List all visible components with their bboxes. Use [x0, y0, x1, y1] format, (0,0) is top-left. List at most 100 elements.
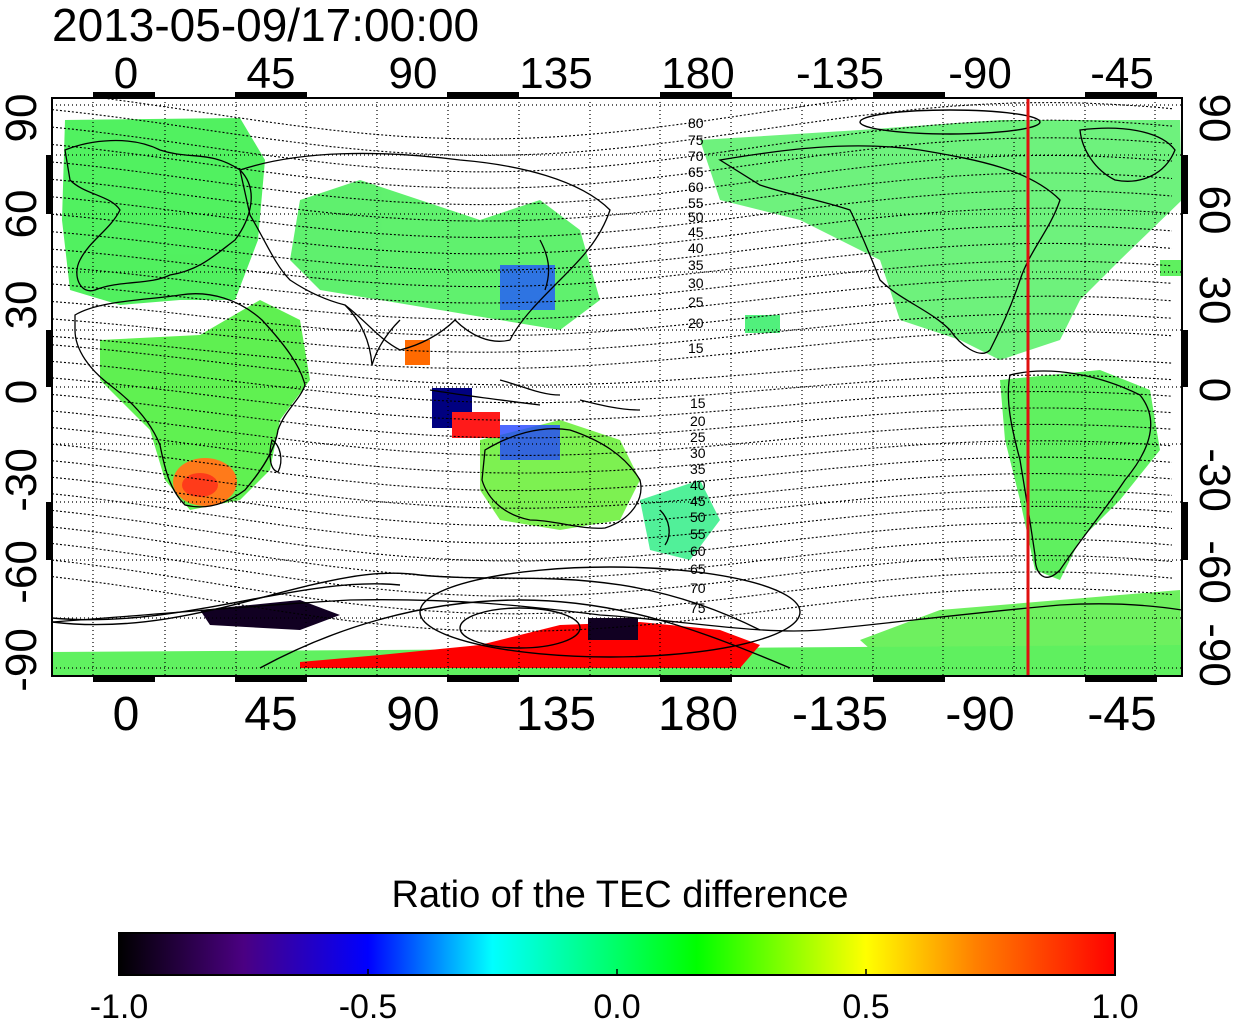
left-axis: 90 60 30 0 -30 -60 -90 — [0, 94, 46, 692]
top-axis-label: 45 — [247, 49, 296, 98]
coast-south-america — [1007, 370, 1152, 578]
bottom-axis-label: 0 — [113, 688, 140, 741]
tec-patch-hawaii — [745, 315, 780, 333]
colorbar-gradient — [118, 932, 1116, 976]
contour-labels-south: 15 20 25 30 35 40 45 50 55 60 65 70 75 — [690, 395, 706, 616]
left-axis-label: -60 — [0, 540, 46, 604]
contour-line — [52, 410, 1173, 456]
bottom-axis-label: 135 — [516, 688, 596, 741]
contour-label: 20 — [688, 315, 704, 331]
left-axis-label: 60 — [0, 190, 46, 239]
top-axis-label: -45 — [1090, 49, 1154, 98]
colorbar-ticks — [367, 969, 867, 975]
contour-line — [52, 460, 1173, 509]
contour-line — [52, 242, 1173, 288]
contour-line — [52, 190, 1173, 238]
top-axis-label: 90 — [389, 49, 438, 98]
contour-label: 70 — [690, 580, 706, 596]
map-title: 2013-05-09/17:00:00 — [52, 0, 480, 51]
coast-africa — [74, 293, 306, 508]
top-axis-label: 0 — [114, 49, 138, 98]
coast-madagascar — [269, 438, 282, 473]
tick-bars — [46, 92, 1188, 682]
contour-label: 60 — [688, 179, 704, 195]
tec-anomaly-indonesia-red — [452, 412, 500, 438]
tec-patch-atlantic — [1160, 260, 1182, 276]
right-axis-label: -60 — [1190, 540, 1239, 604]
magnetic-contours-solid — [52, 109, 1041, 669]
bottom-axis: 0 45 90 135 180 -135 -90 -45 — [113, 688, 1157, 741]
contour-label: 45 — [690, 493, 706, 509]
coast-antarctica — [52, 599, 1182, 632]
contour-label: 55 — [690, 526, 706, 542]
colorbar-tick-label: -1.0 — [90, 988, 149, 1024]
graticule — [52, 98, 1182, 676]
contour-line — [52, 278, 1173, 320]
left-axis-label: -90 — [0, 628, 46, 692]
tec-patch-africa — [100, 300, 310, 510]
left-axis-label: 0 — [0, 380, 46, 404]
top-axis-label: -135 — [796, 49, 884, 98]
tec-patch-pacific — [640, 480, 720, 560]
contour-label: 75 — [690, 600, 706, 616]
contour-line — [52, 207, 1173, 255]
tec-patch-south-america — [1000, 370, 1160, 580]
contour-line — [52, 260, 1173, 304]
contour-line — [52, 559, 1173, 615]
colorbar-tick-label: 0.5 — [842, 988, 889, 1024]
top-axis-label: -90 — [948, 49, 1012, 98]
contour-label: 40 — [690, 477, 706, 493]
contour-label: 40 — [688, 240, 704, 256]
contour-line — [52, 377, 1173, 421]
contour-label: 50 — [690, 509, 706, 525]
right-axis-label: 90 — [1190, 94, 1239, 143]
bottom-axis-label: -90 — [945, 688, 1014, 741]
contour-line — [52, 344, 1173, 386]
contour-line — [52, 493, 1173, 544]
bottom-axis-label: -45 — [1087, 688, 1156, 741]
colorbar-tick-label: -0.5 — [339, 988, 398, 1024]
contour-line — [52, 526, 1173, 580]
right-axis-label: 60 — [1190, 186, 1239, 235]
coast-indonesia — [429, 379, 641, 411]
left-axis-label: 30 — [0, 281, 46, 330]
tec-anomaly-south-africa-core — [182, 473, 218, 497]
magnetic-contours — [52, 98, 1173, 632]
contour-label: 35 — [688, 257, 704, 273]
bottom-axis-label: -135 — [792, 688, 888, 741]
contour-labels-north: 80 75 70 65 60 55 50 45 40 35 30 25 20 1… — [688, 115, 704, 356]
contour-label: 45 — [688, 224, 704, 240]
contour-label: 65 — [688, 164, 704, 180]
contour-label: 50 — [688, 209, 704, 225]
right-axis-label: -30 — [1190, 448, 1239, 512]
colorbar-tick-labels: -1.0 -0.5 0.0 0.5 1.0 — [90, 988, 1139, 1024]
contour-label: 35 — [690, 461, 706, 477]
contour-line — [52, 313, 1173, 353]
coast-europe — [64, 139, 252, 292]
contour-label: 25 — [688, 294, 704, 310]
coast-north-america — [718, 145, 1061, 354]
contour-line — [52, 119, 1173, 173]
top-axis-label: 135 — [519, 49, 592, 98]
contour-line — [52, 476, 1173, 527]
right-axis-label: 0 — [1190, 378, 1239, 402]
contour-line — [52, 542, 1173, 597]
bottom-axis-label: 45 — [244, 688, 297, 741]
right-axis-label: -90 — [1190, 623, 1239, 687]
tec-map: 80 75 70 65 60 55 50 45 40 35 30 25 20 1… — [0, 49, 1239, 741]
contour-line — [52, 102, 1173, 156]
top-axis: 0 45 90 135 180 -135 -90 -45 — [114, 49, 1154, 98]
contour-label: 30 — [690, 445, 706, 461]
right-axis: 90 60 30 0 -30 -60 -90 — [1190, 94, 1239, 687]
colorbar-title: Ratio of the TEC difference — [391, 874, 849, 916]
contour-label: 15 — [688, 340, 704, 356]
coast-new-zealand — [659, 509, 670, 546]
left-axis-label: 90 — [0, 94, 46, 143]
contour-label: 80 — [688, 115, 704, 131]
coastlines — [52, 127, 1182, 632]
colorbar-tick-label: 0.0 — [593, 988, 640, 1024]
contour-line — [52, 172, 1173, 222]
coast-australia — [481, 428, 642, 529]
contour-label: 60 — [690, 543, 706, 559]
contour-line — [52, 443, 1173, 492]
